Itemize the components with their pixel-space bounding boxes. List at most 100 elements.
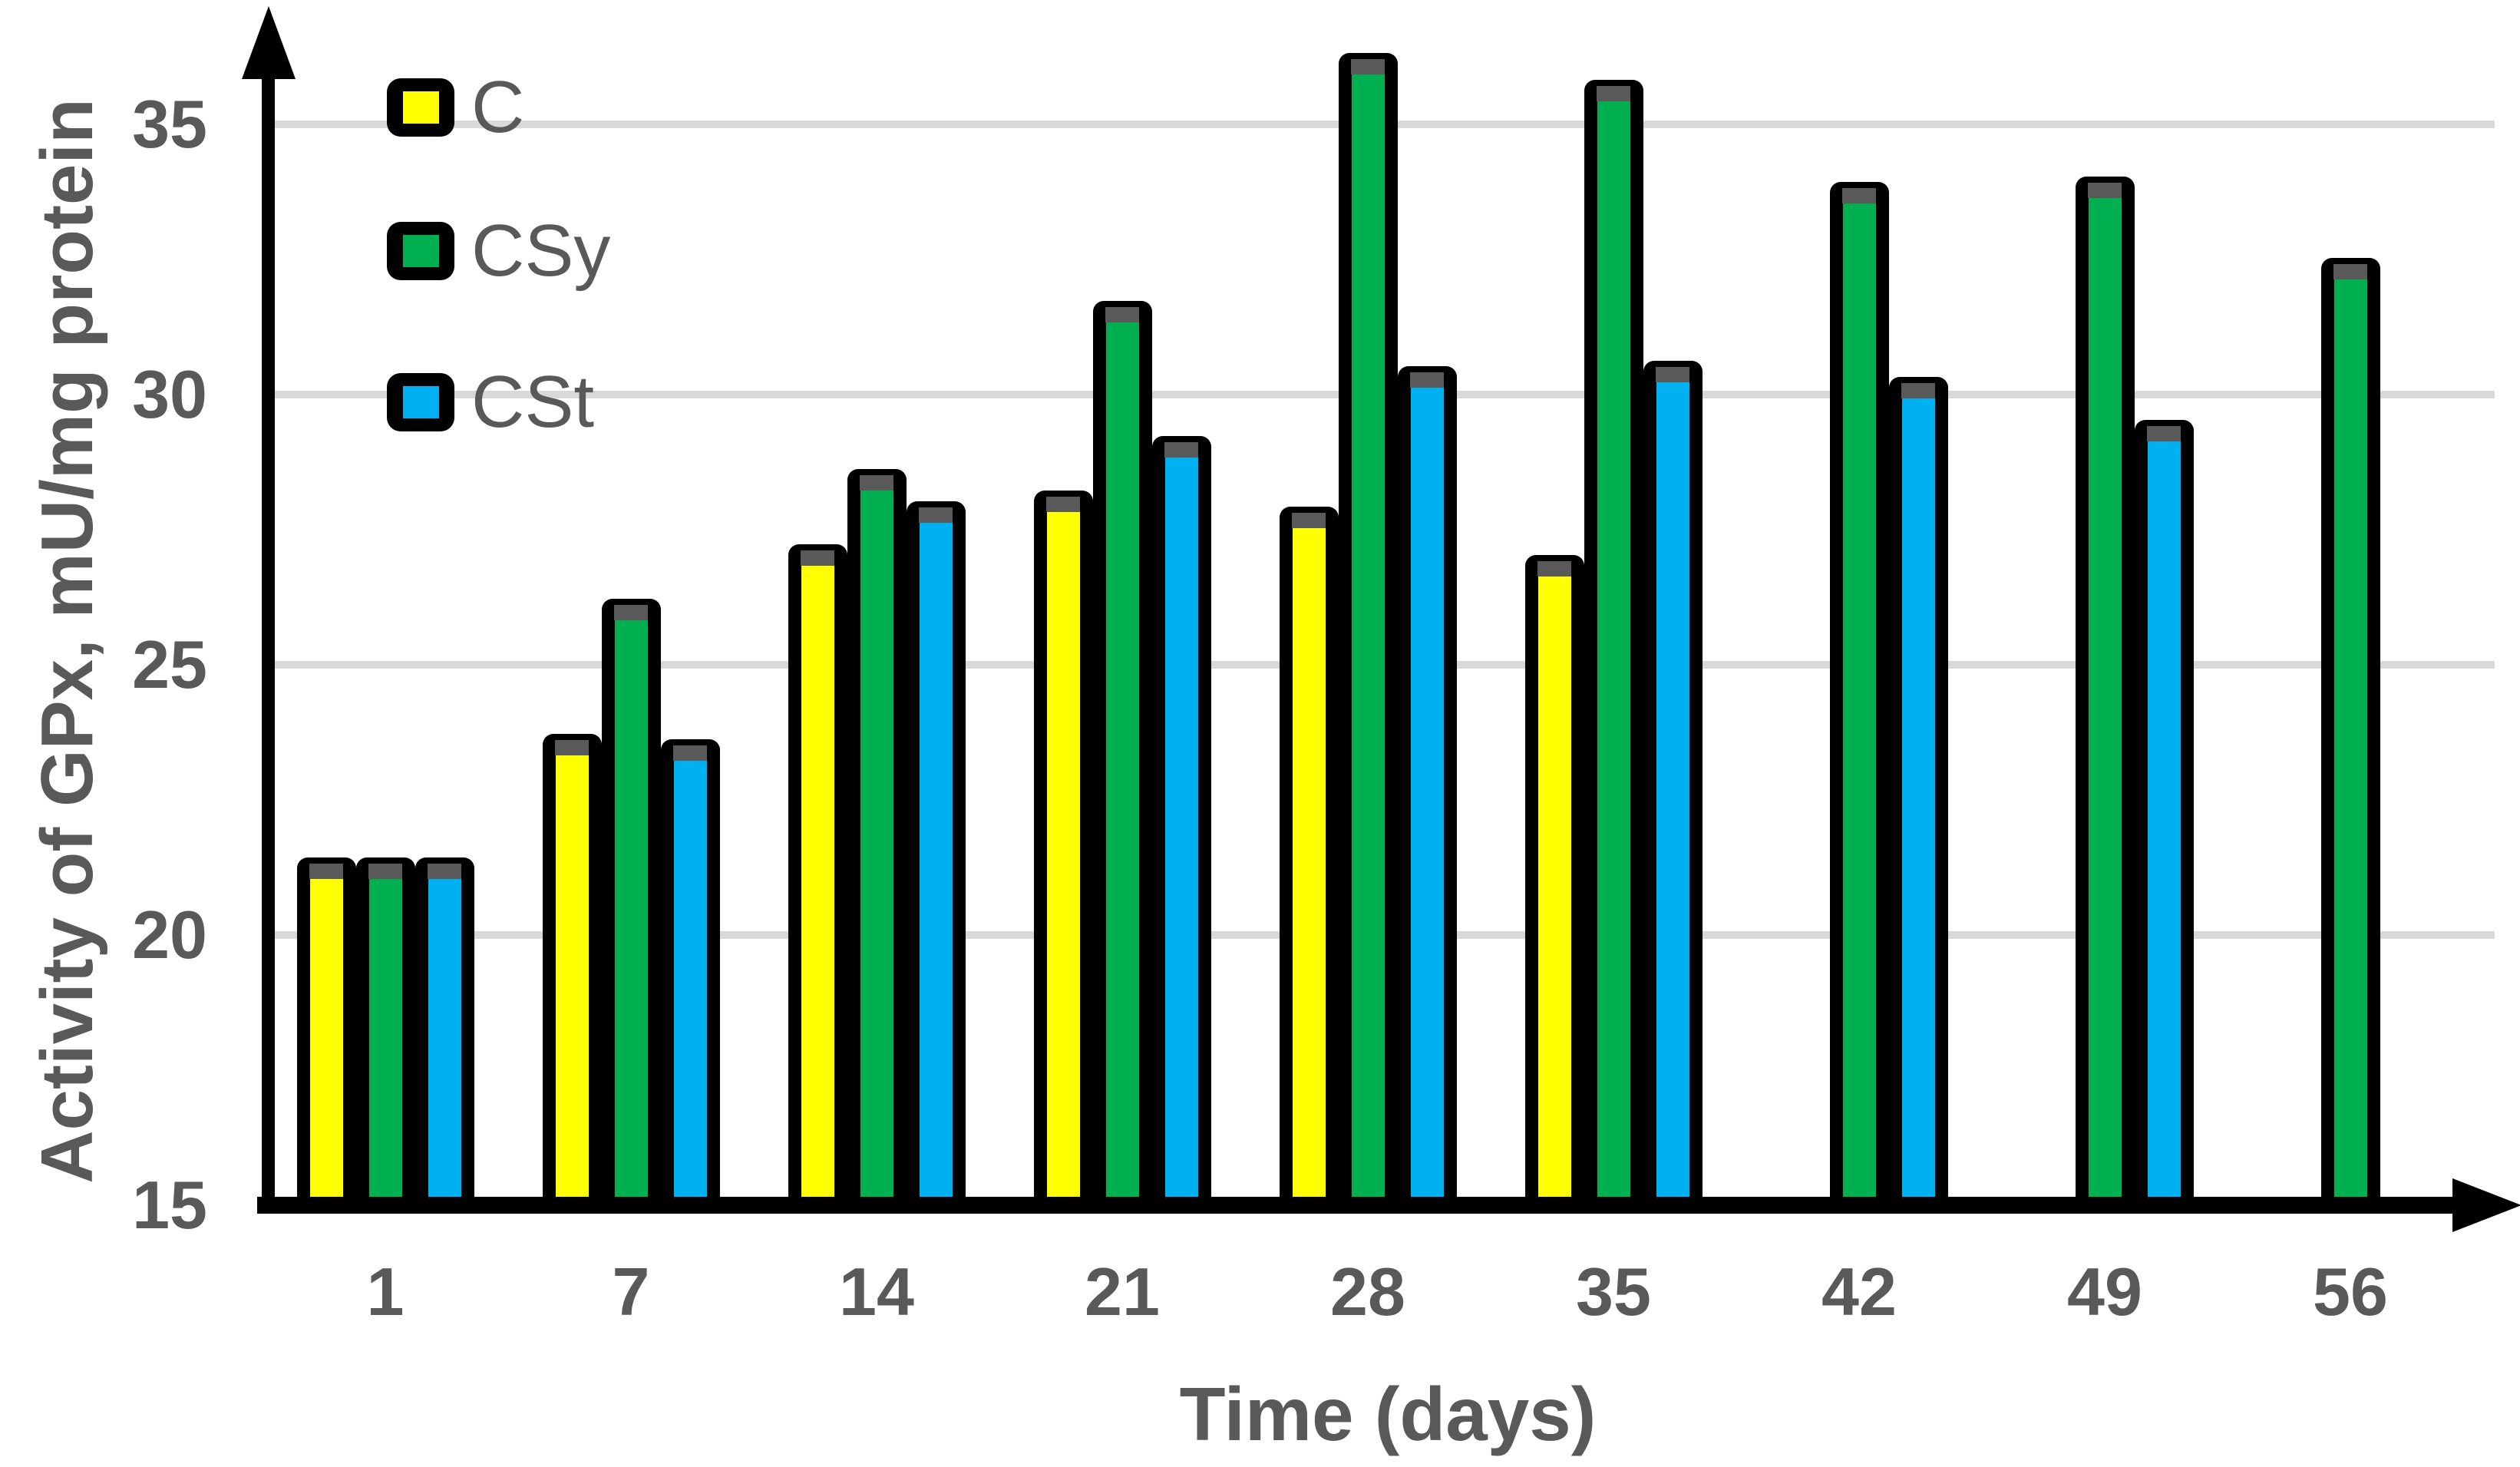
bar-CSy-day-35 bbox=[1584, 79, 1643, 1214]
bar-C-day-35 bbox=[1524, 555, 1584, 1214]
x-axis-arrow-icon bbox=[2452, 1178, 2520, 1232]
error-bar-cap bbox=[860, 474, 893, 491]
bar-CSt-day-42 bbox=[1888, 376, 1948, 1214]
bar-fill bbox=[1105, 322, 1139, 1214]
x-tick-label-56: 56 bbox=[2313, 1254, 2388, 1330]
error-bar-cap bbox=[1842, 188, 1876, 204]
legend-item-CSy: CSy bbox=[387, 214, 610, 288]
x-tick-label-49: 49 bbox=[2067, 1254, 2142, 1330]
bar-CSy-day-49 bbox=[2075, 177, 2135, 1214]
error-bar-cap bbox=[309, 864, 343, 880]
error-bar-cap bbox=[428, 864, 461, 880]
bar-fill bbox=[1537, 577, 1571, 1214]
y-tick-label-25: 25 bbox=[132, 626, 207, 702]
bar-fill bbox=[1597, 101, 1630, 1214]
x-tick-label-14: 14 bbox=[839, 1254, 914, 1330]
y-tick-label-35: 35 bbox=[132, 86, 207, 162]
bar-fill bbox=[919, 522, 953, 1214]
bar-C-day-28 bbox=[1279, 506, 1339, 1214]
y-axis-title: Activity of GPx, mU/mg protein bbox=[26, 98, 108, 1184]
bar-fill bbox=[2147, 441, 2181, 1214]
error-bar-cap bbox=[555, 739, 589, 755]
error-bar-cap bbox=[1901, 382, 1935, 398]
legend-item-C: C bbox=[387, 71, 524, 144]
legend-swatch-fill bbox=[403, 235, 439, 267]
bar-fill bbox=[1842, 203, 1876, 1214]
legend-swatch-icon bbox=[387, 373, 454, 431]
x-axis-line bbox=[257, 1197, 2454, 1214]
x-axis-title: Time (days) bbox=[1179, 1371, 1597, 1456]
legend-label-CSt: CSt bbox=[471, 361, 595, 443]
bar-fill bbox=[1164, 458, 1198, 1214]
error-bar-cap bbox=[673, 745, 707, 761]
bar-CSy-day-7 bbox=[601, 598, 661, 1214]
error-bar-cap bbox=[614, 604, 648, 620]
bar-fill bbox=[1656, 382, 1689, 1214]
bar-CSy-day-42 bbox=[1829, 182, 1889, 1214]
y-tick-label-20: 20 bbox=[132, 897, 207, 973]
bar-CSt-day-1 bbox=[414, 857, 474, 1214]
x-tick-label-28: 28 bbox=[1330, 1254, 1405, 1330]
error-bar-cap bbox=[1597, 85, 1630, 101]
y-tick-label-30: 30 bbox=[132, 356, 207, 432]
legend-swatch-fill bbox=[403, 386, 439, 418]
error-bar-cap bbox=[2147, 426, 2181, 442]
x-tick-label-7: 7 bbox=[612, 1254, 650, 1330]
error-bar-cap bbox=[919, 507, 953, 523]
x-tick-label-1: 1 bbox=[366, 1254, 405, 1330]
x-tick-label-42: 42 bbox=[1821, 1254, 1897, 1330]
error-bar-cap bbox=[801, 550, 834, 567]
error-bar-cap bbox=[1105, 307, 1139, 323]
y-axis-line bbox=[262, 73, 275, 1214]
legend-label-C: C bbox=[471, 66, 525, 148]
legend-swatch-icon bbox=[387, 222, 454, 280]
bar-fill bbox=[309, 879, 343, 1214]
bar-fill bbox=[1292, 527, 1326, 1214]
error-bar-cap bbox=[2088, 183, 2122, 199]
bar-fill bbox=[2333, 279, 2367, 1214]
bar-CSy-day-1 bbox=[355, 857, 415, 1214]
legend-label-CSy: CSy bbox=[471, 210, 611, 292]
bar-fill bbox=[1410, 387, 1444, 1214]
bar-fill bbox=[801, 566, 834, 1214]
x-tick-label-35: 35 bbox=[1576, 1254, 1651, 1330]
x-tick-label-21: 21 bbox=[1085, 1254, 1160, 1330]
bar-CSt-day-7 bbox=[660, 738, 720, 1214]
bar-CSt-day-28 bbox=[1397, 365, 1457, 1214]
bar-CSy-day-28 bbox=[1338, 52, 1398, 1214]
error-bar-cap bbox=[1410, 372, 1444, 388]
y-axis-arrow-icon bbox=[242, 6, 296, 79]
bar-C-day-14 bbox=[788, 544, 847, 1214]
bar-fill bbox=[368, 879, 402, 1214]
bar-fill bbox=[673, 760, 707, 1214]
bar-fill bbox=[614, 620, 648, 1214]
error-bar-cap bbox=[1351, 58, 1385, 74]
bar-fill bbox=[860, 490, 893, 1214]
legend-swatch-fill bbox=[403, 91, 439, 124]
y-tick-label-15: 15 bbox=[132, 1167, 207, 1243]
bar-fill bbox=[1351, 74, 1385, 1214]
bar-fill bbox=[1901, 398, 1935, 1214]
error-bar-cap bbox=[368, 864, 402, 880]
error-bar-cap bbox=[1537, 561, 1571, 577]
bar-CSt-day-35 bbox=[1643, 360, 1703, 1214]
bar-CSt-day-21 bbox=[1151, 436, 1211, 1214]
legend-item-CSt: CSt bbox=[387, 365, 594, 439]
bar-fill bbox=[428, 879, 461, 1214]
bar-C-day-7 bbox=[542, 733, 602, 1214]
error-bar-cap bbox=[1656, 366, 1689, 382]
bar-fill bbox=[555, 755, 589, 1214]
error-bar-cap bbox=[2333, 264, 2367, 280]
bar-CSt-day-14 bbox=[906, 501, 966, 1214]
bar-C-day-1 bbox=[296, 857, 356, 1214]
error-bar-cap bbox=[1164, 442, 1198, 458]
bar-C-day-21 bbox=[1033, 490, 1093, 1214]
bar-fill bbox=[1046, 511, 1080, 1214]
error-bar-cap bbox=[1046, 496, 1080, 512]
bar-fill bbox=[2088, 198, 2122, 1214]
bar-CSy-day-14 bbox=[847, 468, 907, 1214]
error-bar-cap bbox=[1292, 512, 1326, 528]
bar-CSy-day-56 bbox=[2320, 258, 2380, 1214]
bar-CSt-day-49 bbox=[2134, 420, 2194, 1214]
